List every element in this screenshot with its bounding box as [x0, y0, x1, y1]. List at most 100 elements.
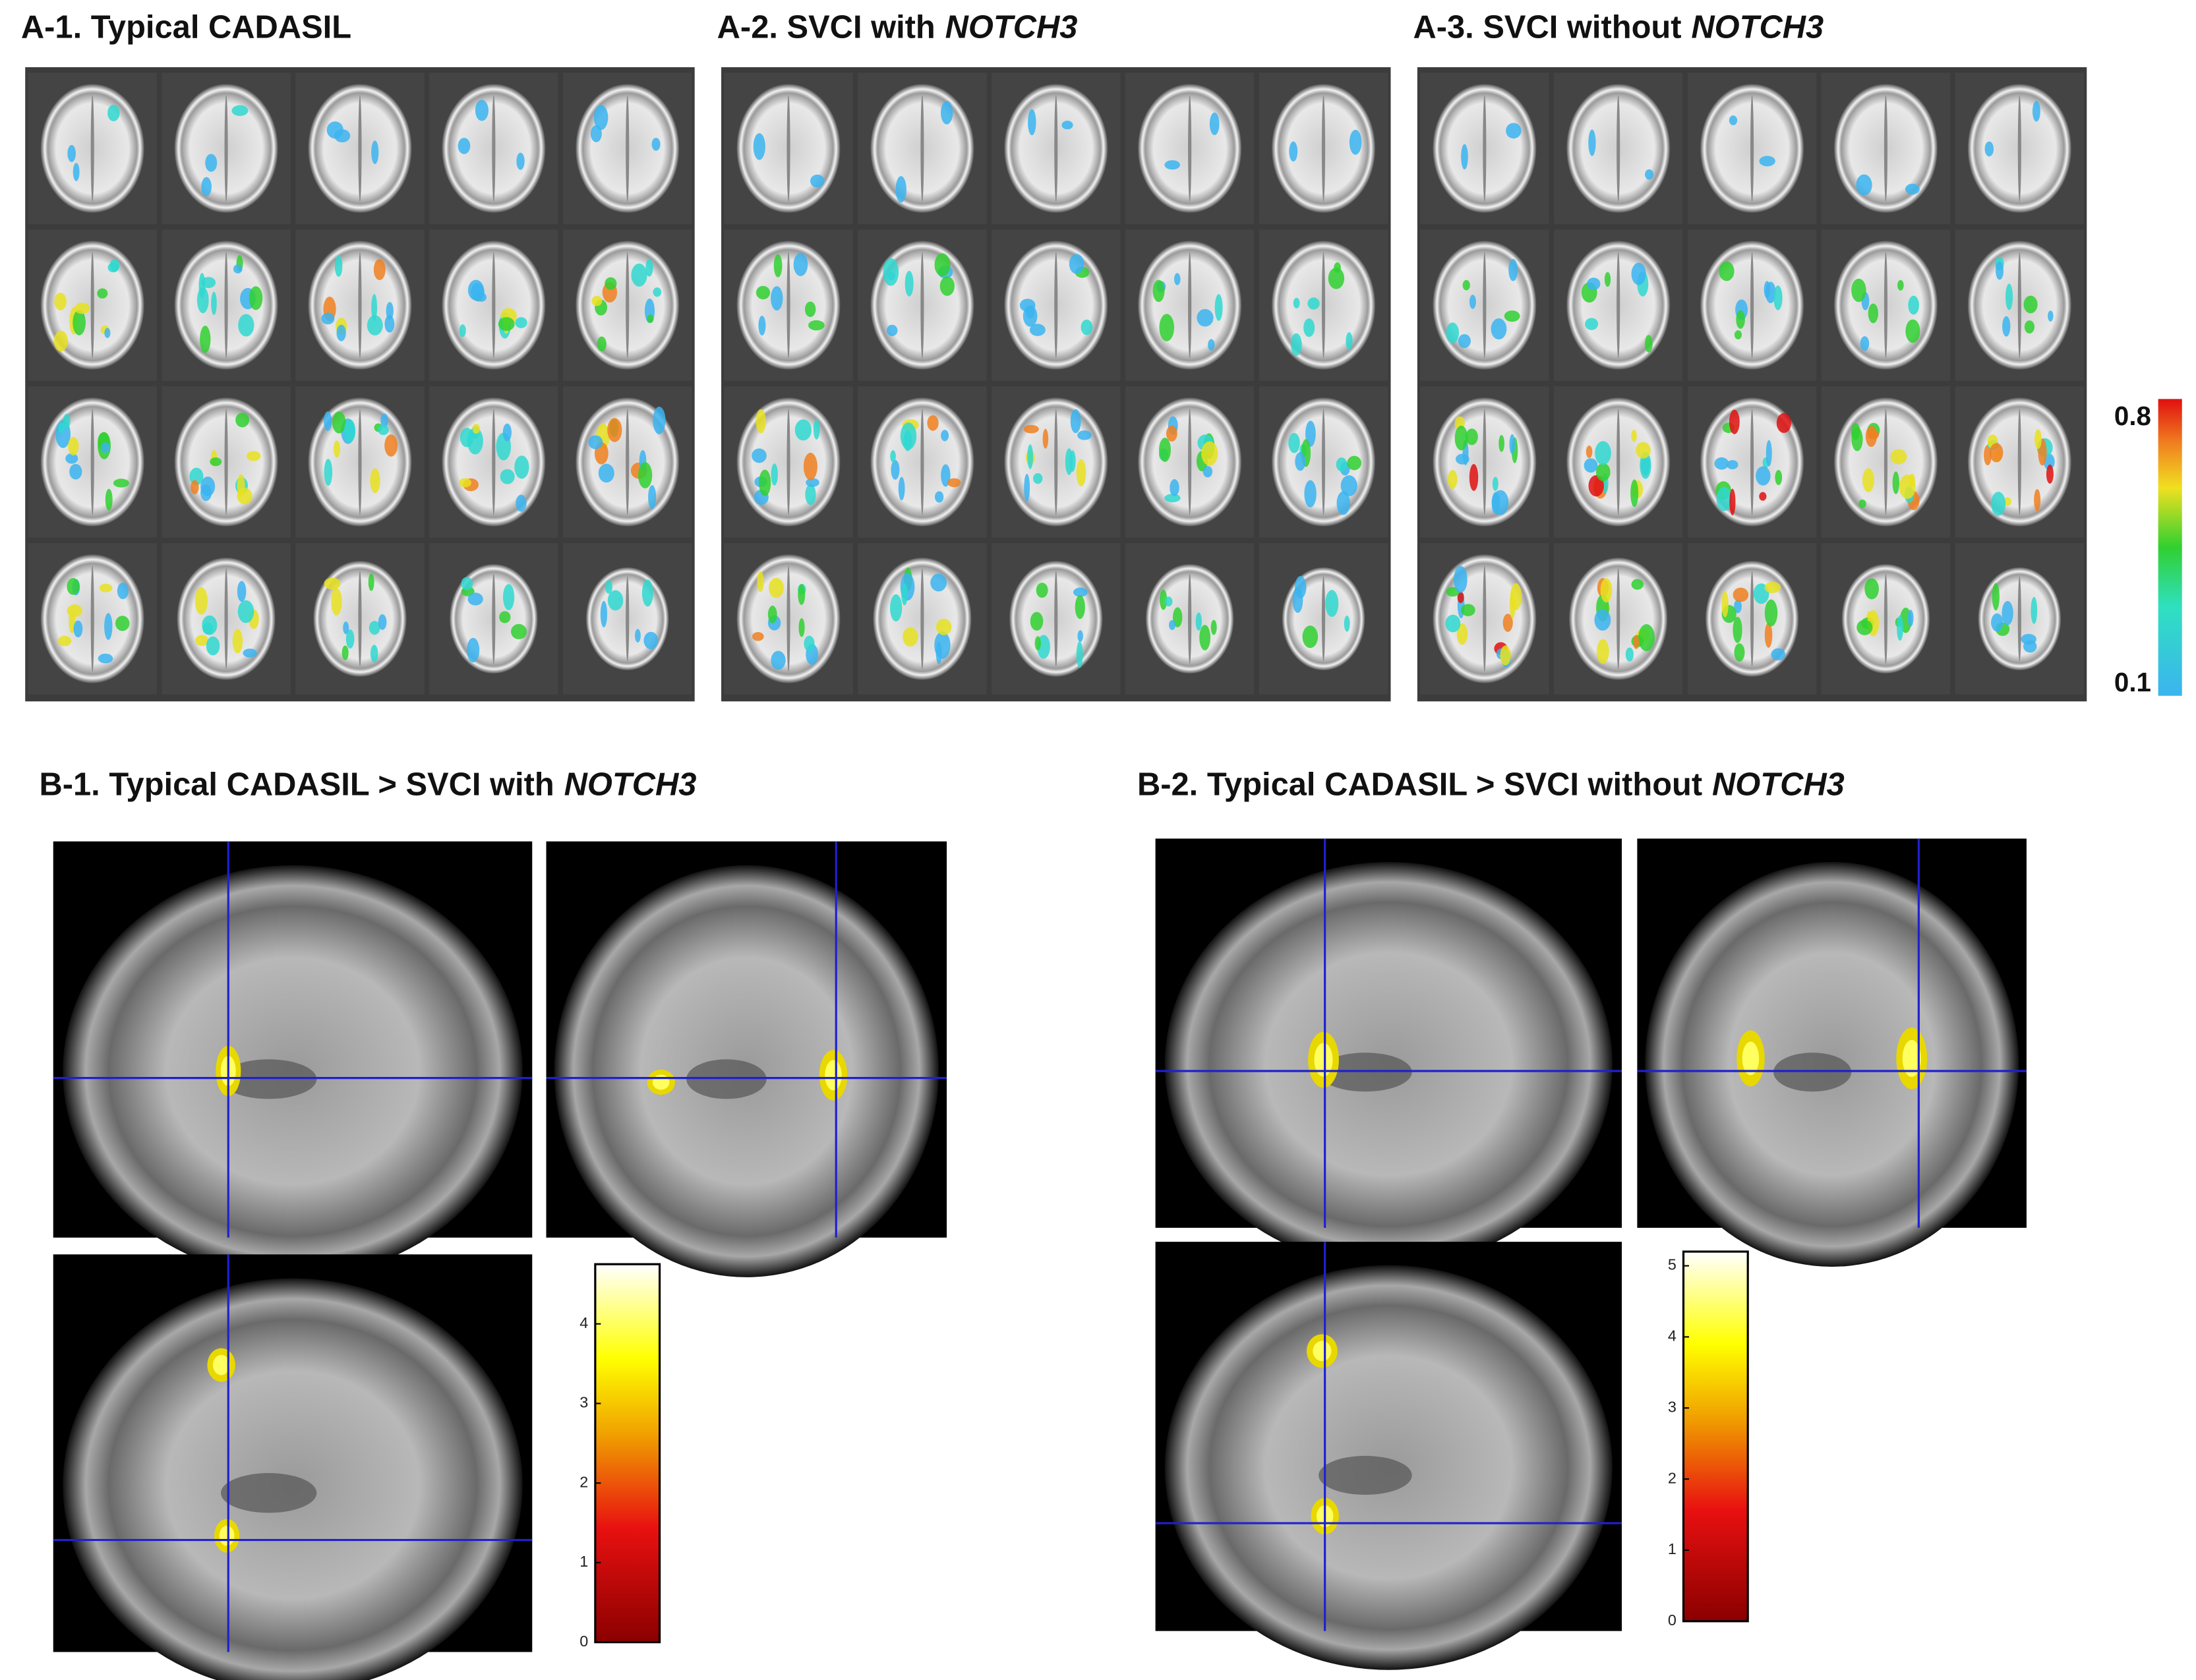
- lesion-blob: [1292, 587, 1303, 613]
- lesion-blob: [386, 302, 394, 320]
- lesion-blob: [1856, 174, 1872, 196]
- lesion-blob: [1586, 277, 1601, 291]
- lesion-blob: [1600, 578, 1613, 603]
- lesion-blob: [605, 277, 617, 290]
- lesion-blob: [205, 154, 218, 172]
- lesion-blob: [767, 605, 777, 623]
- lesion-blob: [371, 140, 379, 165]
- lesion-blob: [516, 494, 527, 512]
- lesion-blob: [378, 614, 387, 630]
- lesion-blob: [1295, 452, 1306, 471]
- lesion-blob: [1509, 434, 1516, 455]
- lesion-blob: [1076, 459, 1086, 486]
- lesion-blob: [1462, 279, 1470, 291]
- brain-midline: [1483, 565, 1487, 672]
- lesion-blob: [1588, 129, 1596, 156]
- colorbar-tick-label: 4: [1668, 1327, 1677, 1345]
- lesion-blob: [1024, 474, 1030, 502]
- lesion-blob: [380, 413, 388, 428]
- lesion-blob: [370, 468, 380, 494]
- lesion-blob: [1860, 336, 1870, 351]
- lesion-blob: [1027, 444, 1034, 469]
- lesion-blob: [771, 286, 783, 311]
- lesion-blob: [237, 600, 254, 623]
- lesion-blob: [459, 478, 471, 488]
- lesion-blob: [1897, 615, 1903, 641]
- lesion-blob: [1445, 614, 1461, 633]
- brain-midline: [492, 409, 496, 515]
- lesion-blob: [756, 285, 771, 300]
- lesion-blob: [1856, 620, 1873, 635]
- lesion-blob: [1716, 486, 1733, 511]
- lesion-blob: [927, 415, 939, 431]
- lesion-blob: [246, 451, 261, 461]
- brain-midline: [1188, 573, 1192, 664]
- lesion-blob: [1597, 639, 1609, 664]
- lesion-blob: [1023, 424, 1039, 434]
- lesion-blob: [1862, 468, 1875, 492]
- lesion-blob: [237, 488, 252, 505]
- brain-midline: [1054, 571, 1058, 667]
- brain-midline: [1617, 95, 1620, 202]
- lesion-blob: [805, 484, 816, 506]
- brain-midline: [2017, 252, 2021, 359]
- ventricle: [221, 1473, 317, 1513]
- lesion-blob: [502, 423, 512, 442]
- lesion-blob: [368, 573, 374, 591]
- lesion-blob: [1729, 488, 1736, 515]
- brain-midline: [1188, 409, 1192, 515]
- lesion-blob: [1727, 460, 1738, 470]
- lesion-blob: [901, 583, 908, 606]
- lesion-blob: [756, 409, 766, 434]
- colorbar: [594, 1263, 661, 1644]
- brain-midline: [2017, 409, 2021, 515]
- lesion-blob: [806, 478, 819, 487]
- brain-midline: [2017, 576, 2021, 662]
- lesion-blob: [813, 419, 820, 440]
- lesion-blob: [1491, 318, 1507, 340]
- lesion-blob: [2002, 600, 2013, 625]
- lesion-blob: [249, 286, 263, 310]
- lesion-blob: [324, 459, 333, 486]
- lesion-blob: [194, 587, 208, 615]
- lesion-blob: [69, 463, 82, 480]
- lesion-blob: [472, 424, 481, 434]
- lesion-blob: [373, 258, 386, 281]
- lesion-blob: [515, 317, 527, 328]
- brain-midline: [1617, 568, 1620, 670]
- lesion-blob: [645, 258, 653, 277]
- brain-midline: [920, 568, 924, 670]
- lesion-blob: [1905, 183, 1920, 195]
- lesion-blob: [104, 328, 111, 338]
- lesion-blob: [1303, 318, 1315, 337]
- lesion-blob: [1069, 254, 1084, 274]
- lesion-blob: [758, 316, 766, 336]
- lesion-blob: [369, 621, 380, 635]
- lesion-blob: [1164, 596, 1173, 607]
- lesion-blob: [1588, 475, 1604, 497]
- brain-midline: [1483, 95, 1487, 202]
- brain-midline: [920, 95, 924, 202]
- lesion-blob: [1766, 440, 1772, 467]
- lesion-blob: [194, 635, 209, 647]
- colorbar-tick-label: 4: [579, 1314, 588, 1331]
- lesion-blob: [1636, 442, 1651, 459]
- lesion-blob: [1764, 581, 1781, 593]
- cluster-inner: [212, 1354, 230, 1376]
- lesion-blob: [1456, 623, 1468, 645]
- lesion-blob: [1851, 278, 1866, 303]
- lesion-blob: [889, 594, 903, 622]
- cluster-inner: [652, 1074, 670, 1090]
- lesion-blob: [635, 629, 641, 643]
- lesion-blob: [73, 163, 80, 181]
- lesion-blob: [341, 645, 349, 660]
- lesion-blob: [63, 413, 71, 429]
- lesion-blob: [1325, 590, 1339, 618]
- brain-midline: [1884, 252, 1888, 359]
- lesion-blob: [934, 631, 951, 659]
- lesion-blob: [2034, 429, 2042, 449]
- lesion-blob: [237, 581, 247, 602]
- title-gene: NOTCH3: [564, 767, 697, 803]
- lesion-blob: [1509, 592, 1516, 619]
- lesion-blob: [1733, 587, 1749, 602]
